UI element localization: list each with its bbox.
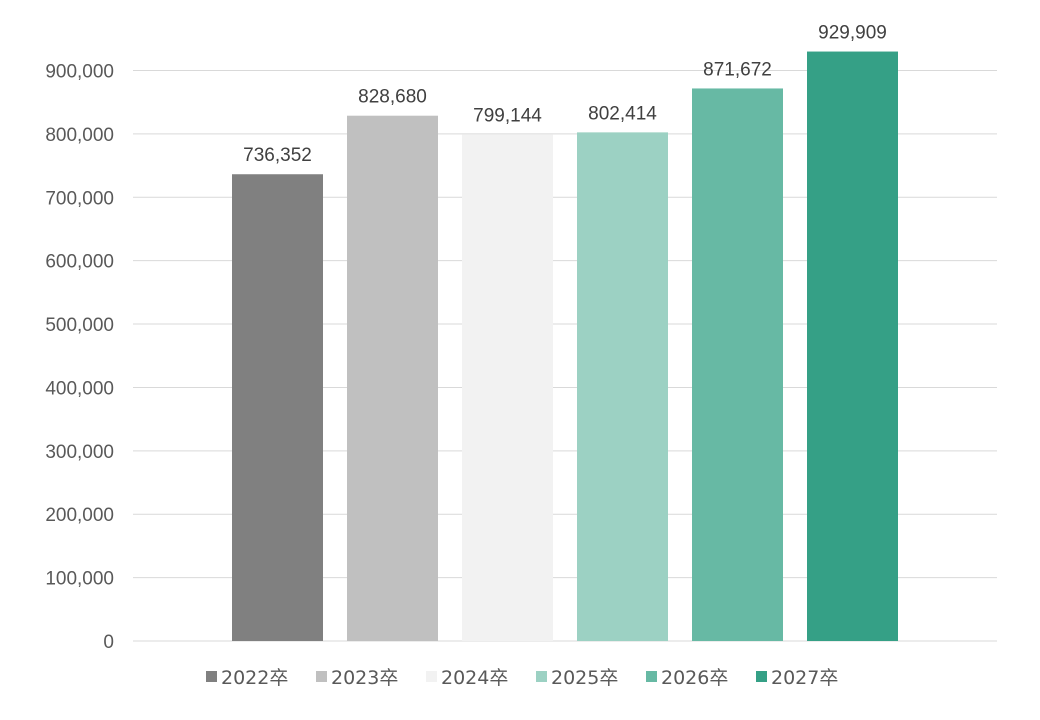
- y-axis-ticks: 0 100,000 200,000 300,000 400,000 500,000 600,…: [45, 62, 114, 654]
- legend: 2022卒 2023卒 2024卒 2025卒 2026卒 2027卒: [206, 667, 838, 689]
- data-label: 802,414: [588, 103, 657, 124]
- y-tick-label: 400,000: [45, 378, 114, 399]
- data-labels: 736,352 828,680 799,144 802,414 871,672 929,9…: [243, 23, 887, 167]
- legend-label: 2024卒: [441, 667, 508, 689]
- y-tick-label: 300,000: [45, 442, 114, 463]
- legend-swatch: [646, 671, 657, 682]
- legend-label: 2027卒: [771, 667, 838, 689]
- data-label: 828,680: [358, 87, 427, 108]
- legend-swatch: [316, 671, 327, 682]
- legend-label: 2025卒: [551, 667, 618, 689]
- data-label: 929,909: [818, 23, 887, 44]
- legend-swatch: [536, 671, 547, 682]
- y-tick-label: 700,000: [45, 188, 114, 209]
- data-label: 871,672: [703, 59, 772, 80]
- y-tick-label: 600,000: [45, 252, 114, 273]
- legend-label: 2022卒: [221, 667, 288, 689]
- y-tick-label: 200,000: [45, 505, 114, 526]
- bar-2025卒: [577, 132, 668, 641]
- legend-swatch: [206, 671, 217, 682]
- legend-swatch: [756, 671, 767, 682]
- y-tick-label: 100,000: [45, 569, 114, 590]
- data-label: 736,352: [243, 145, 312, 166]
- bar-2023卒: [347, 115, 438, 641]
- bar-2022卒: [232, 174, 323, 641]
- bar-2024卒: [462, 134, 553, 641]
- y-tick-label: 500,000: [45, 315, 114, 336]
- y-tick-label: 800,000: [45, 125, 114, 146]
- y-tick-label: 0: [103, 632, 114, 653]
- bar-2027卒: [807, 51, 898, 641]
- bar-2026卒: [692, 88, 783, 642]
- y-tick-label: 900,000: [45, 62, 114, 83]
- data-label: 799,144: [473, 105, 542, 126]
- legend-label: 2026卒: [661, 667, 728, 689]
- legend-label: 2023卒: [331, 667, 398, 689]
- bars: [232, 51, 898, 642]
- legend-swatch: [426, 671, 437, 682]
